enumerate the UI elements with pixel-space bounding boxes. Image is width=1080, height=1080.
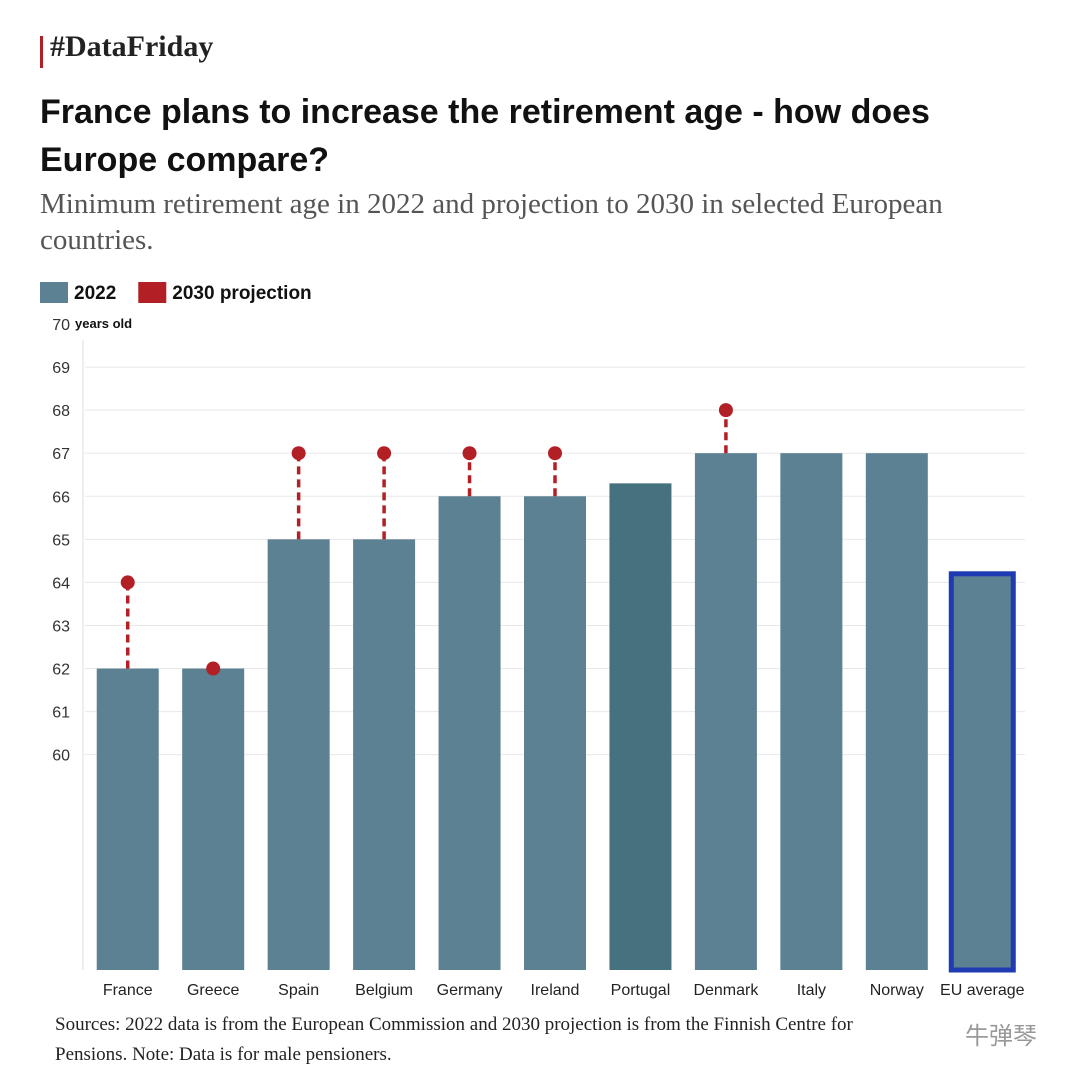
bar — [353, 539, 416, 970]
x-tick-label: Spain — [278, 982, 319, 999]
x-tick-label: Greece — [187, 982, 240, 999]
header: #DataFriday — [50, 30, 214, 63]
legend-label: 2022 — [74, 283, 116, 304]
bar — [694, 453, 757, 970]
y-tick-label: 64 — [52, 575, 70, 592]
x-tick-label: Belgium — [355, 982, 413, 999]
y-tick-label: 61 — [52, 705, 70, 722]
chart-subtitle: Minimum retirement age in 2022 and proje… — [40, 188, 943, 256]
y-unit: years old — [75, 316, 132, 331]
bar — [948, 571, 1016, 973]
bar — [865, 453, 928, 970]
header-accent — [40, 36, 43, 68]
bar — [182, 668, 245, 970]
watermark: 牛弹琴 — [965, 1023, 1037, 1050]
projection-dot — [120, 575, 135, 590]
bar — [96, 668, 159, 970]
projection-dot — [206, 661, 221, 676]
projection-dot — [718, 403, 733, 418]
x-tick-label: Portugal — [611, 982, 671, 999]
sources: Sources: 2022 data is from the European … — [55, 1014, 853, 1065]
chart-title: France plans to increase the retirement … — [40, 93, 930, 179]
bar — [438, 496, 501, 970]
x-tick-label: EU average — [940, 982, 1025, 999]
y-tick-label: 69 — [52, 360, 70, 377]
y-tick-label: 67 — [52, 446, 70, 463]
bar — [267, 539, 330, 970]
x-tick-label: Ireland — [531, 982, 580, 999]
projection-dot — [462, 446, 477, 461]
projection-dot — [377, 446, 392, 461]
x-tick-label: Denmark — [693, 982, 759, 999]
legend-swatch — [138, 282, 167, 303]
legend-label: 2030 projection — [172, 283, 311, 304]
y-tick-label: 65 — [52, 532, 70, 549]
legend-swatch — [40, 282, 68, 303]
x-tick-label: France — [103, 982, 153, 999]
y-tick-label: 60 — [52, 748, 70, 765]
y-tick-label: 62 — [52, 662, 70, 679]
x-tick-label: Germany — [437, 982, 503, 999]
bar — [780, 453, 843, 970]
x-tick-label: Italy — [797, 982, 826, 999]
y-tick-label: 68 — [52, 403, 70, 420]
bar — [609, 483, 672, 970]
y-tick-label: 63 — [52, 618, 70, 635]
y-tick-label: 70 — [52, 317, 70, 334]
projection-dot — [548, 446, 562, 461]
bar — [524, 496, 586, 970]
y-tick-label: 66 — [52, 489, 70, 506]
projection-dot — [291, 446, 306, 461]
x-tick-label: Norway — [870, 982, 924, 999]
